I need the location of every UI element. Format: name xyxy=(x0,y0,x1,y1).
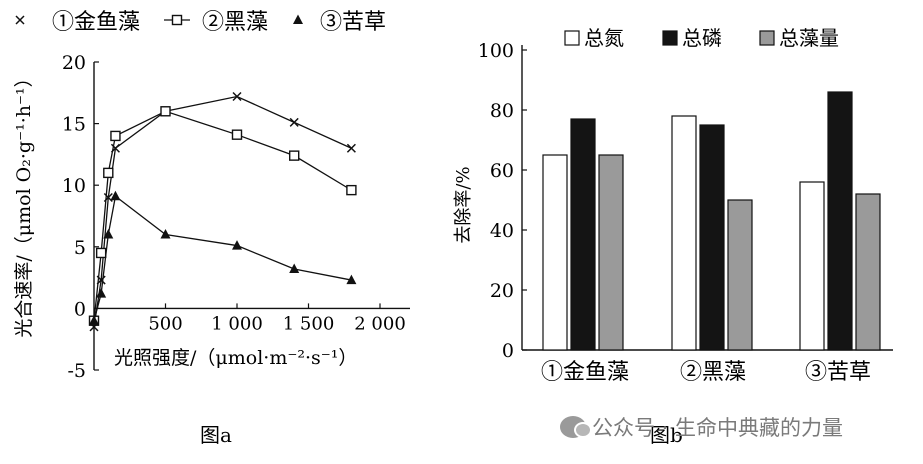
chart-b-bar xyxy=(799,181,825,351)
legend-label-zongdan: 总氮 xyxy=(584,26,624,50)
chart-b-y-tick-label: 60 xyxy=(490,160,514,182)
chart-b-bar xyxy=(671,115,697,351)
chart-a-point xyxy=(110,130,121,142)
chart-b-category-label: ①金鱼藻 xyxy=(541,360,629,385)
chart-a-point xyxy=(346,184,357,196)
legend-marker-triangle xyxy=(293,14,303,24)
legend-marker-square xyxy=(164,14,190,26)
chart-a-series-line xyxy=(93,95,352,327)
legend-swatch-zonglin xyxy=(662,30,678,46)
chart-b-y-tick-label: 80 xyxy=(490,100,514,122)
chart-a-series-line xyxy=(93,195,352,321)
legend-label-jinyuzao: ①金鱼藻 xyxy=(52,10,140,35)
chart-a-y-axis-label: 光合速率/（μmol O₂·g⁻¹·h⁻¹） xyxy=(13,68,35,337)
chart-a-y-tick-label: 5 xyxy=(74,237,86,259)
chart-b-bars xyxy=(542,91,881,351)
chart-a-point xyxy=(160,106,171,117)
legend-marker-shape-stroke-b xyxy=(15,15,25,25)
chart-a-point xyxy=(346,274,357,285)
chart-a-series xyxy=(88,91,357,332)
chart-a-x-tick-label: 1 500 xyxy=(283,313,335,334)
watermark-text: 公众号 · 生命中典藏的力量 xyxy=(592,416,844,440)
chart-a-y-tick-label: -5 xyxy=(67,360,86,382)
chart-b-bar xyxy=(570,118,596,351)
chart-a-point xyxy=(110,190,121,201)
chart-b-y-tick-label: 20 xyxy=(490,280,514,302)
legend-item-heizao: ②黑藻 xyxy=(164,10,268,35)
legend-swatch-zongdan xyxy=(564,30,580,46)
chart-a-point xyxy=(103,167,114,179)
legend-label-kucao: ③苦草 xyxy=(320,10,386,35)
chart-a-point-stroke-b xyxy=(346,143,356,153)
chart-a-y-tick-label: 15 xyxy=(62,114,86,136)
chart-a-x-tick-label: 1 000 xyxy=(211,313,263,334)
chart-a-point xyxy=(346,143,356,153)
chart-b-bar xyxy=(542,154,568,351)
chart-a-y-tick-label: 10 xyxy=(62,175,86,197)
chart-a-x-axis-label: 光照强度/（μmol·m⁻²·s⁻¹） xyxy=(114,347,357,369)
chart-b-bar xyxy=(699,124,725,351)
chart-b-category-label: ③苦草 xyxy=(805,360,871,385)
legend-label-heizao: ②黑藻 xyxy=(202,10,268,35)
chart-b-y-axis-label: 去除率/% xyxy=(453,166,474,243)
legend-label-zonglin: 总磷 xyxy=(682,26,722,50)
legend-item-jinyuzao: ①金鱼藻 xyxy=(15,10,140,35)
chart-a-caption: 图a xyxy=(200,423,232,447)
wechat-icon xyxy=(560,416,592,438)
chart-b-y-tick-label: 40 xyxy=(490,220,514,242)
chart-a-point xyxy=(232,240,242,250)
chart-b-category-labels: ①金鱼藻 ②黑藻 ③苦草 xyxy=(541,360,871,385)
chart-a-series-1 xyxy=(88,106,357,326)
chart-a-x-tick-label: 500 xyxy=(148,313,182,334)
chart-a-point xyxy=(96,288,107,298)
chart-a-y-tick-label: 20 xyxy=(62,52,86,74)
legend-marker-shape xyxy=(15,15,25,25)
chart-b-bar xyxy=(827,91,853,351)
chart-a-legend: ①金鱼藻 ②黑藻 ③苦草 xyxy=(15,10,386,35)
chart-b-bar xyxy=(727,199,753,351)
chart-b-bar xyxy=(855,193,881,351)
chart-a-point xyxy=(289,150,300,161)
chart-b-ticks: 0 20 40 60 80 100 xyxy=(478,40,527,362)
chart-b-caption: 图b xyxy=(650,423,683,447)
chart-a-series-line xyxy=(93,110,352,321)
legend-marker-shape xyxy=(171,14,183,26)
legend-label-zongzaoliang: 总藻量 xyxy=(779,26,839,50)
chart-a: ①金鱼藻 ②黑藻 ③苦草 -5 0 5 10 15 20 500 1 000 1 500 2 00… xyxy=(13,10,410,447)
legend-swatch-zongzaoliang xyxy=(759,30,775,46)
legend-marker-x xyxy=(15,15,25,25)
chart-a-point xyxy=(95,247,107,259)
legend-item-kucao: ③苦草 xyxy=(293,10,386,35)
chart-a-y-tick-label: 0 xyxy=(74,298,86,320)
chart-a-point-stroke-b xyxy=(232,91,242,102)
chart-a-point xyxy=(160,228,171,239)
chart-a-ticks: -5 0 5 10 15 20 500 1 000 1 500 2 000 xyxy=(62,52,406,382)
chart-b-legend: 总氮 总磷 总藻量 xyxy=(564,26,839,50)
chart-b-category-label: ②黑藻 xyxy=(680,360,746,385)
chart-a-point xyxy=(232,91,242,102)
chart-a-point xyxy=(289,263,300,273)
watermark: 公众号 · 生命中典藏的力量 xyxy=(560,412,843,442)
chart-a-series-2 xyxy=(89,190,357,325)
chart-b-bar xyxy=(598,154,624,351)
chart-b-y-tick-label: 0 xyxy=(502,340,514,362)
chart-a-point xyxy=(231,129,243,140)
chart-a-x-tick-label: 2 000 xyxy=(354,313,406,334)
chart-a-point-stroke-b xyxy=(289,117,299,127)
chart-b-y-tick-label: 100 xyxy=(478,40,514,62)
chart-a-point xyxy=(289,117,299,127)
chart-a-point xyxy=(89,315,99,325)
chart-a-point xyxy=(103,228,114,239)
legend-marker-shape xyxy=(293,14,303,24)
